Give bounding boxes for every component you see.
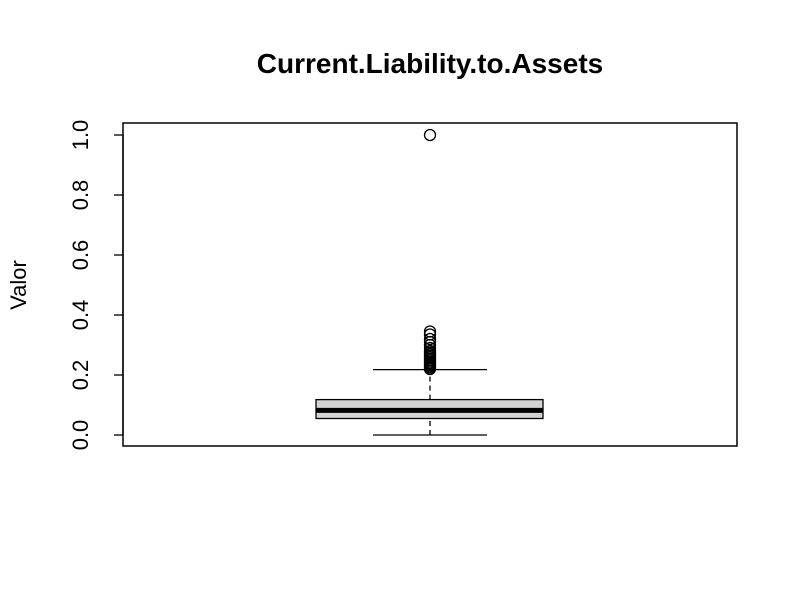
y-tick-label: 0.0: [68, 420, 93, 451]
y-axis-label: Valor: [6, 260, 31, 310]
y-tick-label: 0.4: [68, 300, 93, 331]
y-tick-label: 0.8: [68, 180, 93, 211]
outlier-point: [423, 332, 437, 346]
chart-title: Current.Liability.to.Assets: [257, 48, 603, 79]
outlier-point: [423, 341, 437, 355]
outlier-point: [423, 328, 437, 341]
y-axis: 0.0 0.2 0.4 0.6 0.8 1.0: [68, 120, 124, 451]
outlier-point: [423, 128, 437, 142]
outlier-point: [423, 325, 437, 338]
outlier-points: [423, 128, 437, 376]
y-tick-label: 0.6: [68, 240, 93, 271]
box-group: [315, 368, 544, 436]
y-tick-label: 0.2: [68, 360, 93, 391]
outlier-point: [423, 344, 437, 358]
y-tick-label: 1.0: [68, 120, 93, 151]
